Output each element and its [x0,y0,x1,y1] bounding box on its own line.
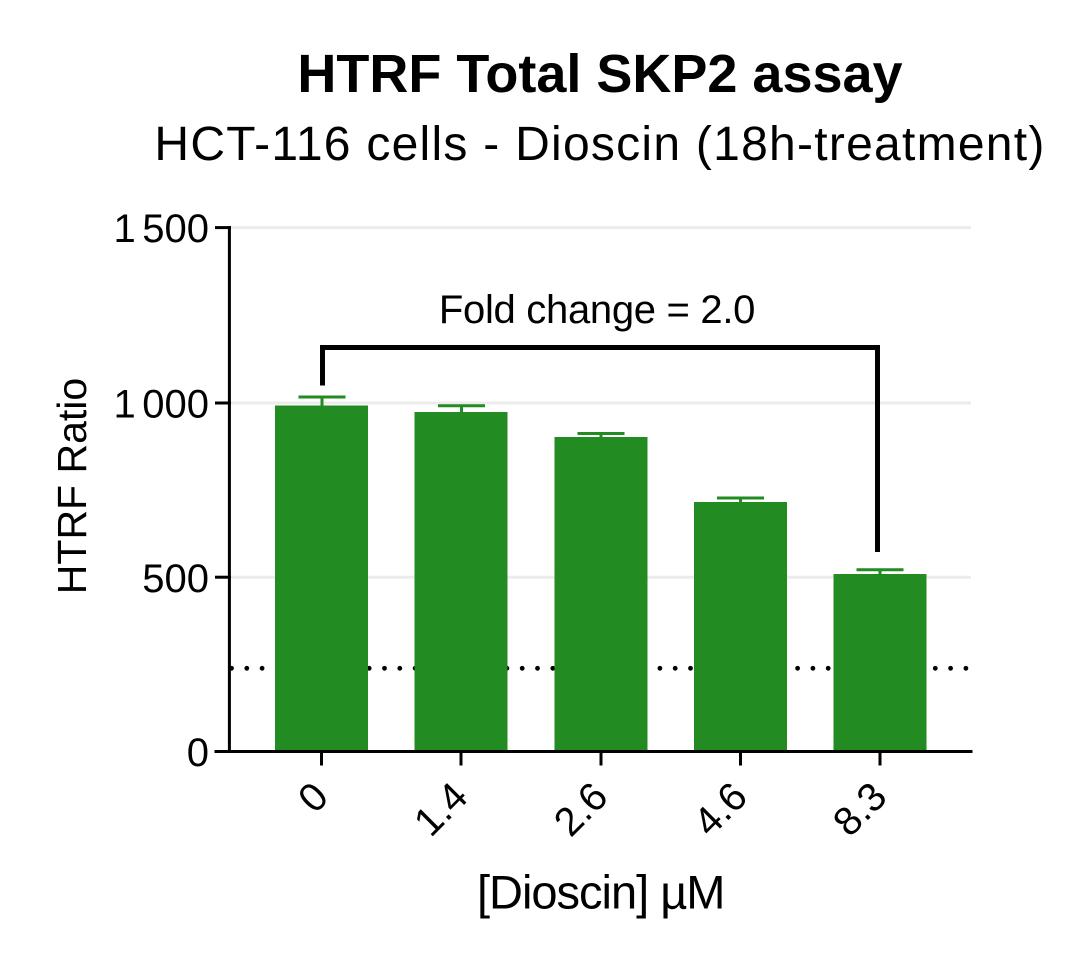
svg-text:500: 500 [142,207,209,251]
svg-text:500: 500 [142,557,209,601]
svg-text:1: 1 [113,207,135,251]
svg-text:1: 1 [113,383,135,427]
svg-text:HCT-116 cells - Dioscin (18h-t: HCT-116 cells - Dioscin (18h-treatment) [154,118,1045,171]
svg-text:1.4: 1.4 [406,774,476,844]
svg-text:HTRF Total SKP2 assay: HTRF Total SKP2 assay [297,44,902,104]
svg-text:Fold change = 2.0: Fold change = 2.0 [439,288,755,332]
svg-text:000: 000 [142,383,209,427]
svg-text:4.6: 4.6 [685,774,755,844]
svg-text:8.3: 8.3 [825,774,895,844]
svg-text:[Dioscin] µM: [Dioscin] µM [477,866,725,919]
svg-text:2.6: 2.6 [546,774,616,844]
svg-text:0: 0 [290,774,337,821]
svg-text:0: 0 [187,731,209,775]
svg-text:HTRF Ratio: HTRF Ratio [49,378,95,594]
